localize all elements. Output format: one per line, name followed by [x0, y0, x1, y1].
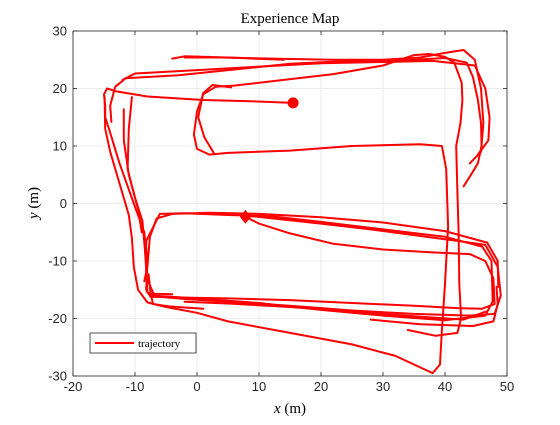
- x-tick-label: 40: [438, 379, 452, 394]
- axis-ticks: [72, 30, 508, 377]
- y-tick-label: -20: [48, 311, 67, 326]
- y-tick-label: -10: [48, 254, 67, 269]
- trajectory-segment-10: [183, 300, 487, 321]
- x-tick-label: 0: [193, 379, 200, 394]
- x-axis-variable: x: [273, 401, 281, 417]
- x-tick-label: 30: [376, 379, 390, 394]
- trajectory-start-marker: [287, 97, 299, 109]
- x-tick-label: 10: [252, 379, 266, 394]
- x-tick-label: 20: [314, 379, 328, 394]
- trajectory-segment-1: [145, 212, 502, 322]
- legend-box: [89, 332, 197, 354]
- trajectory-series: [103, 49, 502, 375]
- trajectory-segment-7: [171, 55, 285, 61]
- y-tick-label: 0: [60, 196, 67, 211]
- y-tick-label: 20: [53, 81, 67, 96]
- y-tick-label: -30: [48, 369, 67, 384]
- trajectory-segment-5: [121, 59, 491, 156]
- y-tick-label: 10: [53, 139, 67, 154]
- y-axis-variable: y: [26, 212, 42, 221]
- chart-title: Experience Map: [241, 11, 340, 27]
- trajectory-segment-11: [122, 108, 143, 234]
- x-tick-label: 50: [500, 379, 514, 394]
- x-tick-label: -10: [126, 379, 145, 394]
- trajectory-segment-13: [197, 84, 233, 154]
- legend: trajectory: [89, 332, 197, 354]
- legend-label-trajectory: trajectory: [138, 338, 181, 350]
- trajectory-segment-9: [369, 285, 499, 327]
- trajectory-segment-12: [143, 211, 500, 288]
- x-axis-label: x (m): [273, 401, 306, 417]
- y-axis-label: y (m): [26, 187, 42, 221]
- y-tick-label: 30: [53, 24, 67, 39]
- trajectory-segment-4: [126, 96, 174, 296]
- y-axis-unit: (m): [26, 187, 42, 212]
- trajectory-segment-8: [147, 273, 205, 310]
- x-tick-label: -20: [64, 379, 83, 394]
- trajectory-end-marker: [239, 209, 251, 224]
- x-axis-unit: (m): [281, 401, 306, 417]
